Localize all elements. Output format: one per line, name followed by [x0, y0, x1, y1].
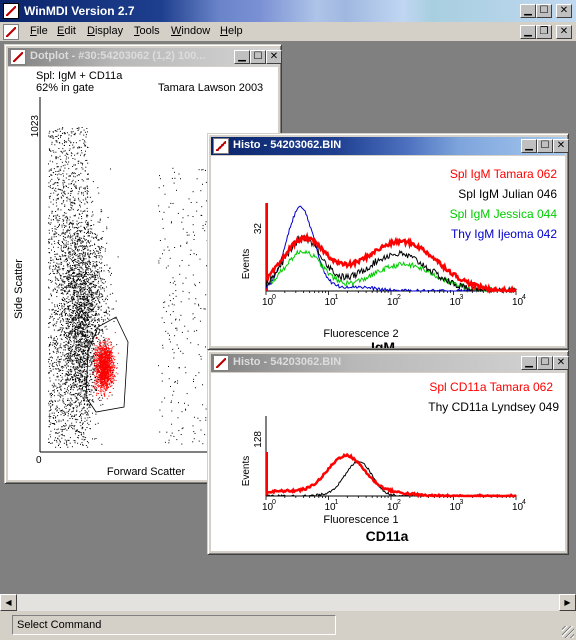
status-bar: Select Command [0, 611, 576, 640]
dotplot-svg: Spl: IgM + CD11a 62% in gate Tamara Laws… [13, 70, 263, 478]
histo-igm-window[interactable]: Histo - 54203062.BIN ▁ ☐ ✕ Spl IgM Tamar… [207, 133, 569, 350]
axis-tick-label: 10 [262, 297, 274, 308]
scroll-left-icon[interactable]: ◀ [0, 594, 17, 611]
resize-grip-icon[interactable] [562, 626, 574, 638]
dotplot-y-label: Side Scatter [13, 259, 25, 319]
cd11a-y-label: Events [241, 456, 252, 487]
histogram-window-icon[interactable] [10, 49, 26, 65]
axis-tick-exponent: 4 [522, 294, 526, 301]
igm-legend-0: Spl IgM Tamara 062 [450, 167, 557, 181]
axis-tick-label: 10 [387, 502, 399, 513]
winmdi-app-icon[interactable] [3, 3, 19, 19]
document-menu-icon[interactable] [3, 24, 19, 40]
close-icon[interactable]: ✕ [553, 356, 569, 370]
histo-cd11a-canvas[interactable]: Spl CD11a Tamara 062 Thy CD11a Lyndsey 0… [211, 373, 565, 551]
close-icon[interactable]: ✕ [556, 4, 572, 18]
close-icon[interactable]: ✕ [553, 139, 569, 153]
igm-plot-area: 100 101 102 103 104 [262, 203, 526, 308]
axis-tick-exponent: 3 [460, 499, 464, 506]
cd11a-legend-1: Thy CD11a Lyndsey 049 [428, 400, 559, 414]
histo-igm-canvas[interactable]: Spl IgM Tamara 062 Spl IgM Julian 046 Sp… [211, 156, 565, 348]
menu-help[interactable]: Help [220, 25, 243, 37]
dotplot-x-label: Forward Scatter [107, 466, 186, 478]
maximize-icon[interactable]: ☐ [536, 4, 552, 18]
igm-y-max: 32 [253, 223, 264, 235]
dotplot-x-min: 0 [36, 455, 42, 466]
histo-cd11a-svg: Spl CD11a Tamara 062 Thy CD11a Lyndsey 0… [241, 380, 559, 544]
axis-tick-label: 10 [262, 502, 274, 513]
histo-cd11a-title: Histo - 54203062.BIN [233, 356, 342, 368]
axis-tick-exponent: 2 [397, 294, 401, 301]
minimize-icon[interactable]: ▁ [234, 50, 250, 64]
cd11a-marker-label: CD11a [366, 528, 409, 544]
histo-igm-svg: Spl IgM Tamara 062 Spl IgM Julian 046 Sp… [241, 167, 558, 348]
menu-edit[interactable]: Edit [57, 25, 76, 37]
maximize-icon[interactable]: ☐ [537, 356, 553, 370]
cd11a-y-max: 128 [253, 431, 264, 448]
mdi-minimize-icon[interactable]: ▁ [520, 25, 536, 39]
histogram-window-icon[interactable] [213, 355, 229, 371]
histogram-window-icon[interactable] [213, 138, 229, 154]
axis-tick-exponent: 0 [272, 499, 276, 506]
dotplot-label-line2: 62% in gate [36, 82, 94, 94]
dotplot-y-max: 1023 [30, 115, 41, 138]
igm-legend-1: Spl IgM Julian 046 [458, 187, 557, 201]
app-title-bar[interactable]: WinMDI Version 2.7 ▁ ☐ ✕ [0, 0, 576, 22]
igm-y-label: Events [241, 249, 252, 280]
menu-tools[interactable]: Tools [134, 25, 160, 37]
menu-window[interactable]: Window [171, 25, 211, 37]
dotplot-author: Tamara Lawson 2003 [158, 82, 263, 94]
minimize-icon[interactable]: ▁ [521, 356, 537, 370]
minimize-icon[interactable]: ▁ [520, 4, 536, 18]
axis-tick-exponent: 1 [335, 294, 339, 301]
axis-tick-label: 10 [325, 502, 337, 513]
dotplot-title-bar[interactable]: Dotplot - #30:54203062 (1,2) 100... ▁ ☐ … [8, 48, 282, 66]
minimize-icon[interactable]: ▁ [521, 139, 537, 153]
axis-tick-exponent: 4 [522, 499, 526, 506]
histo-igm-title-bar[interactable]: Histo - 54203062.BIN ▁ ☐ ✕ [211, 137, 569, 155]
igm-legend-3: Thy IgM Ijeoma 042 [451, 227, 557, 241]
histo-cd11a-window[interactable]: Histo - 54203062.BIN ▁ ☐ ✕ Spl CD11a Tam… [207, 350, 569, 555]
mdi-close-icon[interactable]: ✕ [556, 25, 572, 39]
axis-tick-label: 10 [387, 297, 399, 308]
axis-tick-exponent: 3 [460, 294, 464, 301]
axis-tick-label: 10 [450, 502, 462, 513]
menu-display[interactable]: Display [87, 25, 124, 37]
histo-cd11a-title-bar[interactable]: Histo - 54203062.BIN ▁ ☐ ✕ [211, 354, 569, 372]
cd11a-x-label: Fluorescence 1 [323, 514, 398, 526]
menu-bar: File Edit Display Tools Window Help ▁ ❐ … [0, 22, 576, 42]
dotplot-title: Dotplot - #30:54203062 (1,2) 100... [30, 50, 206, 62]
axis-tick-label: 10 [325, 297, 337, 308]
cd11a-plot-area: 100 101 102 103 104 [262, 416, 526, 513]
status-text: Select Command [12, 615, 336, 635]
igm-marker-label: IgM [371, 339, 395, 348]
close-icon[interactable]: ✕ [266, 50, 282, 64]
gate-polygon[interactable] [85, 316, 129, 413]
menu-file[interactable]: File [30, 25, 48, 37]
axis-tick-label: 10 [450, 297, 462, 308]
igm-x-label: Fluorescence 2 [323, 328, 398, 340]
histo-igm-title: Histo - 54203062.BIN [233, 139, 342, 151]
maximize-icon[interactable]: ☐ [250, 50, 266, 64]
gated-events [91, 332, 119, 401]
axis-tick-exponent: 2 [397, 499, 401, 506]
axis-tick-exponent: 0 [272, 294, 276, 301]
ungated-events [48, 127, 229, 448]
horizontal-scrollbar[interactable]: ◀ ▶ [0, 594, 576, 611]
axis-tick-label: 10 [512, 502, 524, 513]
dotplot-label-line1: Spl: IgM + CD11a [36, 70, 123, 82]
scroll-right-icon[interactable]: ▶ [559, 594, 576, 611]
app-title: WinMDI Version 2.7 [24, 4, 135, 18]
restore-icon[interactable]: ❐ [536, 25, 552, 39]
cd11a-legend-0: Spl CD11a Tamara 062 [429, 380, 553, 394]
axis-tick-label: 10 [512, 297, 524, 308]
igm-legend-2: Spl IgM Jessica 044 [450, 207, 558, 221]
maximize-icon[interactable]: ☐ [537, 139, 553, 153]
axis-tick-exponent: 1 [335, 499, 339, 506]
